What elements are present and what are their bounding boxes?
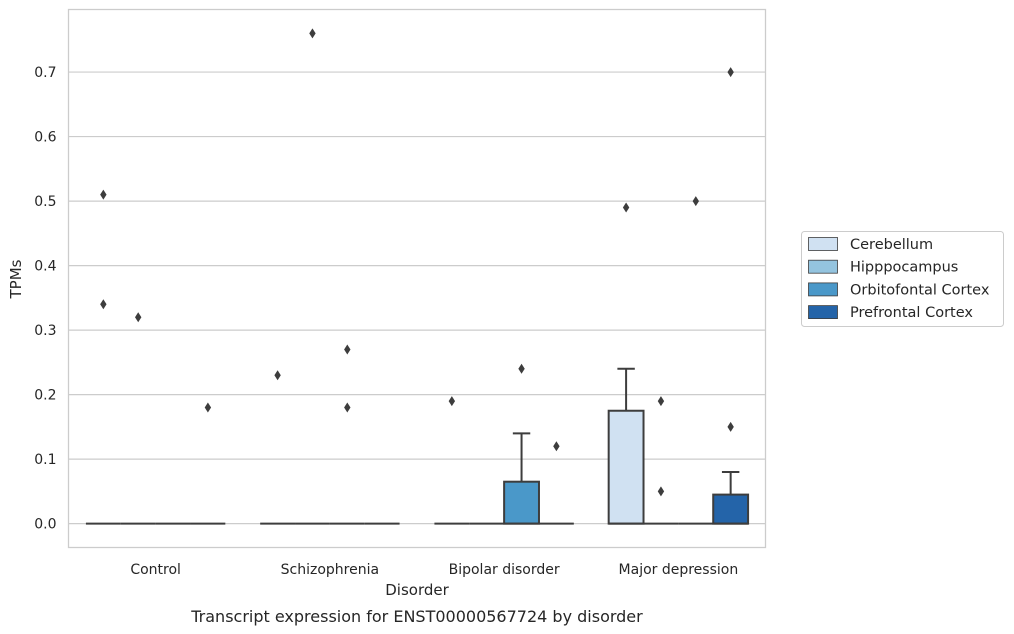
box-group [260, 370, 296, 525]
legend-label: Orbitofontal Cortex [850, 282, 990, 298]
box-group [643, 396, 679, 525]
box [503, 480, 540, 525]
legend-label: Prefrontal Cortex [850, 305, 973, 321]
box-group [120, 312, 156, 525]
legend-swatch [808, 305, 838, 320]
outlier-point [100, 299, 107, 310]
x-axis-label: Disorder [385, 581, 449, 599]
legend-frame [801, 231, 1004, 327]
x-tick-label: Control [130, 562, 181, 578]
legend-label: Cerebellum [850, 237, 933, 253]
y-tick-label: 0.0 [34, 517, 56, 533]
outlier-point [657, 396, 665, 407]
box-group [295, 28, 330, 525]
outlier-point [622, 202, 630, 213]
outlier-point [274, 370, 281, 381]
y-tick-label: 0.6 [34, 130, 56, 146]
y-tick-label: 0.4 [34, 259, 56, 275]
x-tick-labels: Control Schizophrenia Bipolar disorder Majo… [130, 562, 738, 578]
box [607, 409, 645, 525]
outlier-point [309, 28, 316, 39]
grid-lines [68, 71, 766, 525]
box-group [190, 402, 226, 525]
outlier-point [657, 486, 665, 497]
legend-swatch [808, 282, 838, 297]
legend-label: Hipppocampus [850, 260, 958, 276]
x-tick-label: Schizophrenia [281, 562, 379, 578]
plot-area [85, 28, 750, 525]
outlier-point [692, 196, 699, 207]
outlier-point [100, 189, 107, 200]
x-tick-label: Major depression [619, 562, 739, 578]
outlier-point [553, 441, 560, 452]
legend-swatch [808, 259, 838, 274]
y-tick-label: 0.5 [34, 194, 56, 210]
box-group [538, 441, 574, 525]
plot-frame [67, 8, 767, 549]
legend: Cerebellum Hipppocampus Orbitofontal Corte… [801, 231, 1004, 327]
chart-caption: Transcript expression for ENST0000056772… [190, 607, 643, 626]
y-axis-label: TPMs [7, 259, 25, 299]
box-group [85, 189, 121, 525]
outlier-point [448, 396, 456, 407]
box-group [712, 67, 750, 525]
outlier-point [204, 402, 212, 413]
outlier-point [344, 402, 351, 413]
box-group [607, 202, 645, 525]
box-group [503, 363, 540, 525]
outlier-point [135, 312, 142, 323]
outlier-point [727, 421, 734, 432]
y-tick-label: 0.1 [34, 452, 56, 468]
y-tick-label: 0.2 [34, 388, 56, 404]
y-tick-labels: 0.0 0.1 0.2 0.3 0.4 0.5 0.6 0.7 [34, 65, 56, 533]
y-tick-label: 0.7 [34, 65, 56, 81]
x-tick-label: Bipolar disorder [449, 562, 560, 578]
outlier-point [518, 363, 525, 374]
box [712, 493, 750, 525]
box-group [434, 396, 470, 525]
box-group [678, 196, 714, 525]
legend-swatch [808, 237, 838, 251]
box-group [329, 344, 365, 525]
y-tick-label: 0.3 [34, 323, 56, 339]
outlier-point [727, 67, 734, 78]
outlier-point [344, 344, 351, 355]
